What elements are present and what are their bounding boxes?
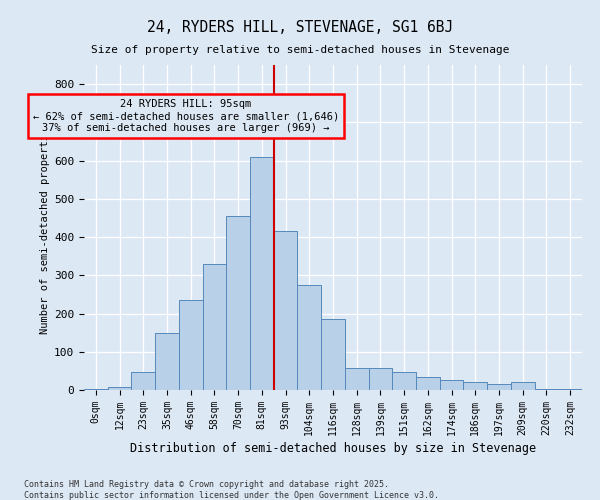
- Bar: [440, 380, 463, 390]
- Bar: [511, 382, 535, 390]
- Bar: [274, 232, 298, 390]
- Text: Size of property relative to semi-detached houses in Stevenage: Size of property relative to semi-detach…: [91, 45, 509, 55]
- Bar: [416, 376, 440, 390]
- X-axis label: Distribution of semi-detached houses by size in Stevenage: Distribution of semi-detached houses by …: [130, 442, 536, 455]
- Bar: [298, 285, 321, 390]
- Bar: [321, 320, 345, 390]
- Bar: [155, 334, 179, 390]
- Bar: [84, 389, 108, 390]
- Bar: [487, 384, 511, 390]
- Bar: [535, 389, 558, 390]
- Bar: [368, 368, 392, 390]
- Bar: [108, 387, 131, 390]
- Y-axis label: Number of semi-detached properties: Number of semi-detached properties: [40, 121, 50, 334]
- Bar: [226, 216, 250, 390]
- Bar: [345, 368, 368, 390]
- Bar: [558, 389, 582, 390]
- Text: Contains HM Land Registry data © Crown copyright and database right 2025.
Contai: Contains HM Land Registry data © Crown c…: [24, 480, 439, 500]
- Text: 24 RYDERS HILL: 95sqm
← 62% of semi-detached houses are smaller (1,646)
37% of s: 24 RYDERS HILL: 95sqm ← 62% of semi-deta…: [33, 100, 339, 132]
- Bar: [179, 300, 203, 390]
- Bar: [131, 372, 155, 390]
- Bar: [463, 382, 487, 390]
- Bar: [203, 264, 226, 390]
- Text: 24, RYDERS HILL, STEVENAGE, SG1 6BJ: 24, RYDERS HILL, STEVENAGE, SG1 6BJ: [147, 20, 453, 35]
- Bar: [392, 372, 416, 390]
- Bar: [250, 157, 274, 390]
